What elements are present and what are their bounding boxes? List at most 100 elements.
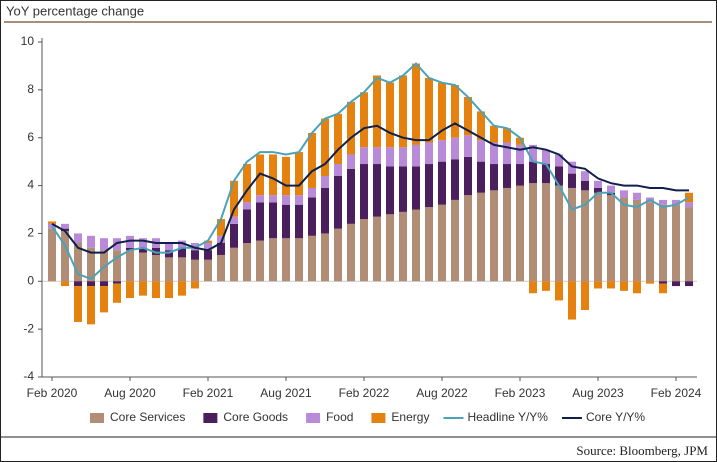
bar-segment	[412, 144, 420, 167]
bar-segment	[74, 233, 82, 243]
bar-segment	[61, 231, 69, 282]
bar-segment	[321, 118, 329, 176]
bar-segment	[373, 216, 381, 282]
bar-segment	[568, 187, 576, 282]
bar-segment	[178, 281, 186, 296]
bar-segment	[620, 190, 628, 198]
line	[51, 62, 690, 281]
legend-label: Energy	[391, 410, 429, 424]
bar-segment	[269, 238, 277, 282]
bar-segment	[282, 204, 290, 239]
bar-segment	[178, 257, 186, 282]
bar-segment	[347, 223, 355, 282]
bar-segment	[269, 195, 277, 203]
bar-segment	[204, 240, 212, 243]
legend-swatch	[306, 413, 321, 423]
bar-segment	[126, 235, 134, 248]
bar-segment	[451, 137, 459, 160]
bar-segment	[308, 235, 316, 282]
bar-segment	[87, 286, 95, 325]
x-tick-label: Feb 2023	[495, 386, 546, 400]
bar-segment	[399, 211, 407, 282]
bar-segment	[321, 187, 329, 234]
bar-segment	[685, 281, 693, 287]
bar-segment	[204, 250, 212, 260]
bar-segment	[646, 281, 654, 284]
legend-swatch	[203, 413, 218, 423]
bar-segment	[464, 156, 472, 196]
bar-segment	[230, 247, 238, 282]
bar-segment	[152, 281, 160, 299]
bar-segment	[269, 202, 277, 239]
bar-segment	[165, 250, 173, 258]
x-tick-label: Aug 2020	[104, 386, 156, 400]
bar-segment	[490, 125, 498, 143]
bar-segment	[633, 192, 641, 200]
bar-segment	[477, 140, 485, 162]
x-tick-label: Aug 2022	[416, 386, 468, 400]
x-tick-label: Feb 2022	[339, 386, 390, 400]
bar-segment	[373, 75, 381, 148]
bar-segment	[191, 259, 199, 282]
bar-segment	[113, 250, 121, 282]
bar-segment	[685, 207, 693, 282]
bar-segment	[607, 195, 615, 282]
bar-segment	[256, 195, 264, 203]
bar-segment	[347, 168, 355, 224]
bar-segment	[555, 281, 563, 301]
bar-segment	[594, 192, 602, 282]
bar-segment	[48, 221, 56, 224]
bar-segment	[685, 192, 693, 203]
bar-segment	[139, 252, 147, 282]
bar-segment	[529, 183, 537, 282]
bar-segment	[191, 243, 199, 251]
bar-segment	[230, 216, 238, 224]
bar-segment	[607, 185, 615, 193]
bar-segment	[165, 281, 173, 299]
bar-segment	[217, 254, 225, 282]
bar-segment	[347, 154, 355, 169]
bar-segment	[87, 247, 95, 282]
y-tick-label: 4	[27, 178, 34, 192]
y-tick-label: 2	[27, 226, 34, 240]
bar-segment	[61, 223, 69, 229]
bar-segment	[126, 281, 134, 299]
bar-segment	[607, 281, 615, 289]
y-tick-label: 10	[21, 34, 35, 48]
bar-segment	[360, 164, 368, 220]
bar-segment	[308, 132, 316, 188]
bar-segment	[399, 147, 407, 167]
bar-segment	[555, 154, 563, 167]
bar-segment	[87, 281, 95, 287]
source: Source: Bloomberg, JPM	[576, 443, 708, 458]
bar-segment	[594, 180, 602, 188]
bar-segment	[451, 159, 459, 200]
bar-segment	[451, 85, 459, 138]
bar-segment	[672, 199, 680, 205]
bar-segment	[230, 223, 238, 248]
bar-segment	[113, 283, 121, 303]
bar-segment	[295, 195, 303, 205]
bar-segment	[646, 202, 654, 282]
bar-segment	[438, 204, 446, 282]
legend-label: Core Services	[110, 410, 185, 424]
bar-segment	[204, 243, 212, 251]
bar-segment	[438, 140, 446, 162]
bar-segment	[113, 281, 121, 284]
bar-segment	[555, 185, 563, 282]
legend-label: Headline Y/Y%	[467, 410, 548, 424]
bar-segment	[282, 195, 290, 205]
bar-segment	[230, 180, 238, 217]
bar-segment	[87, 235, 95, 248]
bar-segment	[594, 187, 602, 193]
bar-segment	[412, 63, 420, 145]
bar-segment	[542, 281, 550, 291]
bar-segment	[386, 147, 394, 167]
legend-swatch	[371, 413, 386, 423]
line	[51, 122, 689, 254]
bar-segment	[438, 82, 446, 141]
bar-segment	[464, 135, 472, 157]
bar-segment	[438, 161, 446, 205]
bar-segment	[659, 204, 667, 282]
bar-segment	[464, 195, 472, 282]
